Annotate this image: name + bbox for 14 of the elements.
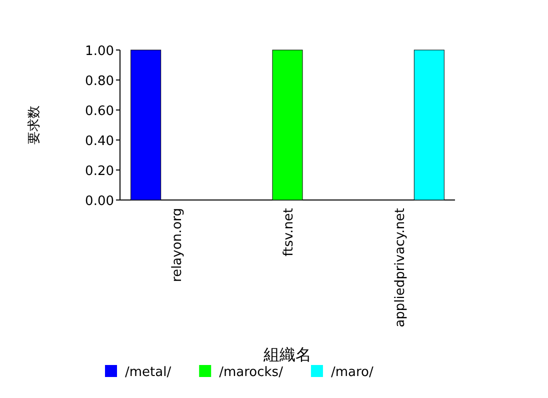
y-tick-label: 0.60	[85, 104, 114, 119]
y-tick-label: 1.00	[85, 44, 114, 59]
y-tick-label: 0.40	[85, 134, 114, 149]
y-tick-label: 0.00	[85, 194, 114, 209]
legend-label: /metal/	[125, 365, 172, 380]
x-tick-label: ftsv.net	[282, 208, 296, 256]
y-tick-label: 0.80	[85, 74, 114, 89]
x-tick-label: appliedprivacy.net	[393, 208, 408, 328]
y-axis-title: 要求数	[27, 106, 42, 144]
legend-label: /marocks/	[219, 365, 284, 380]
x-tick-label: relayon.org	[170, 208, 185, 282]
y-tick-label: 0.20	[85, 164, 114, 179]
legend-label: /maro/	[330, 365, 374, 380]
x-axis-title: 組織名	[262, 345, 312, 364]
